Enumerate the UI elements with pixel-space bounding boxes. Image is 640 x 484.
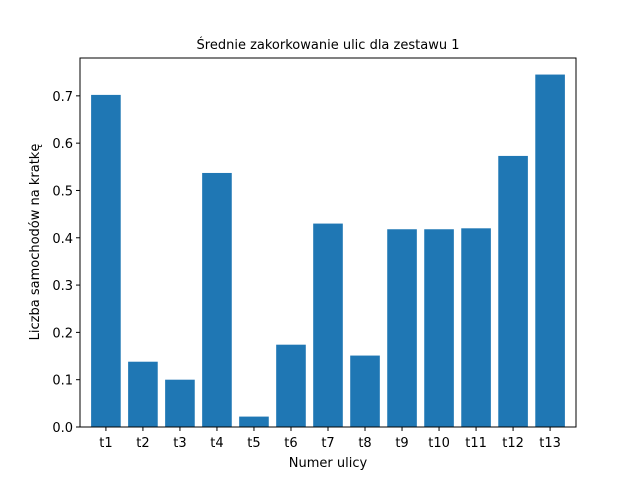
bar-t4 (202, 172, 232, 427)
bar-t7 (313, 223, 343, 427)
bar-t1 (91, 94, 121, 428)
x-tick-label-t1: t1 (99, 436, 112, 451)
y-tick-label-6: 0.6 (52, 137, 73, 152)
x-tick-label-t13: t13 (539, 436, 561, 451)
y-tick-label-1: 0.1 (52, 374, 73, 389)
x-tick-label-t2: t2 (136, 436, 149, 451)
bars-group (91, 74, 565, 428)
bar-t11 (461, 228, 491, 427)
bar-t6 (276, 344, 306, 427)
x-tick-label-t12: t12 (502, 436, 524, 451)
y-tick-label-5: 0.5 (52, 184, 73, 199)
y-tick-label-4: 0.4 (52, 232, 73, 247)
bar-t2 (128, 361, 158, 427)
x-tick-label-t3: t3 (173, 436, 186, 451)
x-tick-label-t5: t5 (247, 436, 260, 451)
bar-t9 (387, 229, 417, 427)
bar-t12 (498, 155, 528, 427)
y-axis-label: Liczba samochodów na kratkę (28, 144, 43, 341)
x-tick-label-t6: t6 (284, 436, 297, 451)
y-ticks-group: 0.0 0.1 0.2 0.3 0.4 0.5 0.6 0.7 (52, 90, 80, 436)
bar-t3 (165, 379, 195, 427)
x-tick-label-t8: t8 (358, 436, 371, 451)
bar-t13 (535, 74, 565, 428)
y-tick-label-0: 0.0 (52, 421, 73, 436)
plot-frame (79, 57, 577, 428)
x-tick-label-t10: t10 (428, 436, 450, 451)
chart-title: Średnie zakorkowanie ulic dla zestawu 1 (197, 37, 460, 53)
x-tick-label-t9: t9 (395, 436, 408, 451)
x-ticks-group: t1 t2 t3 t4 t5 t6 t7 t8 t9 t10 t11 t12 t13 (99, 427, 561, 451)
bar-t5 (239, 416, 269, 427)
y-tick-label-2: 0.2 (52, 326, 73, 341)
y-tick-label-7: 0.7 (52, 90, 73, 105)
bar-t10 (424, 229, 454, 427)
x-tick-label-t4: t4 (210, 436, 223, 451)
bar-t8 (350, 355, 380, 427)
y-tick-label-3: 0.3 (52, 279, 73, 294)
x-tick-label-t11: t11 (465, 436, 487, 451)
x-axis-label: Numer ulicy (289, 456, 368, 471)
x-tick-label-t7: t7 (321, 436, 334, 451)
